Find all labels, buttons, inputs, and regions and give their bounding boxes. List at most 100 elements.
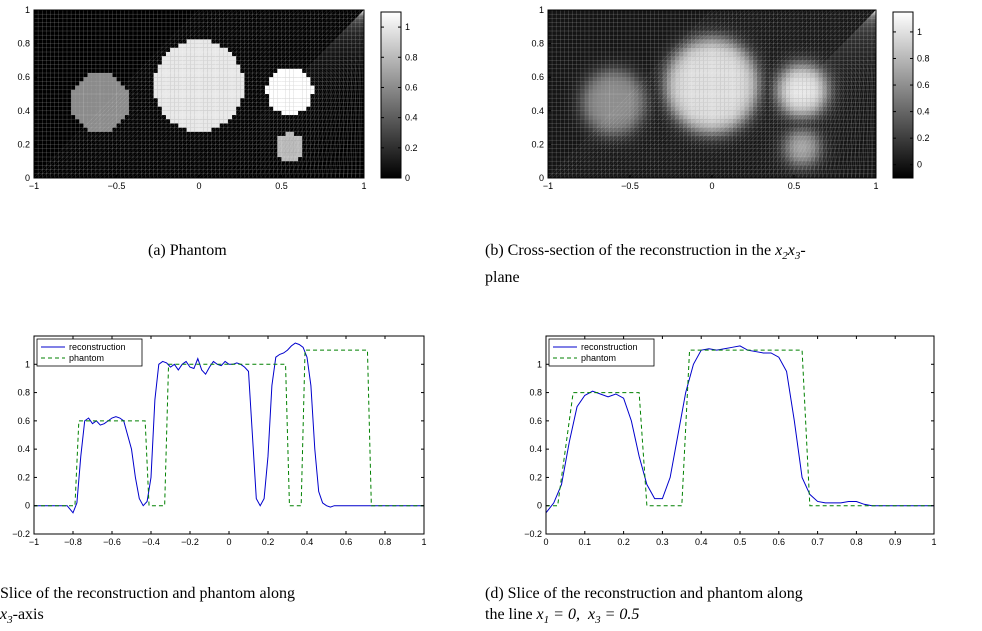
heatmap-cell: [740, 52, 745, 57]
heatmap-cell: [597, 119, 602, 124]
heatmap-cell: [687, 73, 692, 78]
heatmap-cell: [773, 94, 778, 99]
heatmap-cell: [835, 85, 840, 90]
heatmap-cell: [613, 110, 618, 115]
heatmap-cell: [285, 140, 290, 145]
heatmap-cell: [560, 123, 565, 128]
heatmap-cell: [732, 119, 737, 124]
heatmap-cell: [769, 81, 774, 86]
heatmap-cell: [843, 136, 848, 141]
heatmap-cell: [277, 144, 282, 149]
heatmap-cell: [728, 165, 733, 170]
heatmap-cell: [720, 35, 725, 40]
heatmap-cell: [199, 115, 204, 120]
heatmap-cell: [112, 81, 117, 86]
heatmap-cell: [593, 31, 598, 36]
heatmap-cell: [757, 77, 762, 82]
heatmap-cell: [568, 43, 573, 48]
heatmap-cell: [691, 85, 696, 90]
heatmap-cell: [568, 148, 573, 153]
heatmap-cell: [194, 52, 200, 57]
heatmap-cell: [556, 165, 561, 170]
heatmap-cell: [802, 161, 807, 166]
heatmap-cell: [695, 161, 700, 166]
heatmap-cell: [830, 98, 835, 103]
heatmap-cell: [658, 115, 663, 120]
heatmap-cell: [182, 47, 187, 52]
heatmap-cell: [794, 35, 799, 40]
heatmap-cell: [87, 85, 92, 90]
heatmap-cell: [601, 94, 606, 99]
heatmap-cell: [178, 89, 183, 94]
heatmap-cell: [654, 140, 659, 145]
mesh-diagonal: [58, 9, 224, 179]
heatmap-cell: [576, 144, 581, 149]
heatmap-cell: [732, 31, 737, 36]
heatmap-cell: [724, 43, 729, 48]
heatmap-cell: [728, 73, 733, 78]
heatmap-cell: [822, 60, 827, 65]
heatmap-cell: [814, 85, 819, 90]
heatmap-cell: [736, 136, 741, 141]
heatmap-cell: [777, 94, 782, 99]
heatmap-cell: [568, 136, 573, 141]
heatmap-cell: [621, 123, 626, 128]
heatmap-cell: [699, 115, 704, 120]
heatmap-cell: [757, 64, 762, 69]
heatmap-cell: [671, 98, 676, 103]
heatmap-cell: [720, 14, 725, 19]
heatmap-cell: [650, 85, 655, 90]
heatmap-cell: [748, 81, 753, 86]
heatmap-cell: [720, 173, 725, 178]
heatmap-cell: [605, 127, 610, 132]
heatmap-cell: [806, 56, 811, 61]
heatmap-cell: [835, 56, 840, 61]
heatmap-cell: [302, 102, 307, 107]
heatmap-cell: [91, 102, 96, 107]
heatmap-cell: [560, 81, 565, 86]
heatmap-cell: [642, 98, 647, 103]
heatmap-cell: [662, 56, 667, 61]
heatmap-cell: [638, 22, 643, 27]
heatmap-cell: [736, 68, 741, 73]
heatmap-cell: [798, 115, 803, 120]
heatmap-cell: [281, 102, 286, 107]
heatmap-cell: [732, 68, 737, 73]
heatmap-cell: [671, 165, 676, 170]
heatmap-cell: [609, 165, 614, 170]
heatmap-cell: [773, 60, 778, 65]
heatmap-cell: [650, 157, 655, 162]
heatmap-cell: [835, 31, 840, 36]
heatmap-cell: [847, 68, 852, 73]
heatmap-cell: [601, 123, 606, 128]
heatmap-cell: [859, 136, 864, 141]
heatmap-cell: [847, 169, 852, 174]
heatmap-cell: [572, 144, 577, 149]
heatmap-cell: [671, 89, 676, 94]
heatmap-cell: [769, 77, 774, 82]
heatmap-cell: [859, 144, 864, 149]
heatmap-cell: [798, 85, 803, 90]
heatmap-cell: [597, 73, 602, 78]
heatmap-cell: [753, 169, 758, 174]
heatmap-cell: [285, 81, 290, 86]
heatmap-cell: [289, 73, 294, 78]
heatmap-cell: [744, 123, 749, 128]
mesh-diagonal: [359, 9, 365, 179]
heatmap-cell: [748, 119, 753, 124]
heatmap-cell: [666, 165, 671, 170]
heatmap-cell: [785, 14, 790, 19]
x-tick-label: −1: [29, 537, 39, 547]
heatmap-cell: [753, 98, 758, 103]
heatmap-cell: [178, 64, 183, 69]
heatmap-cell: [765, 14, 770, 19]
heatmap-cell: [871, 22, 876, 27]
heatmap-cell: [830, 106, 835, 111]
heatmap-cell: [703, 131, 708, 136]
heatmap-cell: [675, 144, 680, 149]
heatmap-cell: [777, 131, 782, 136]
heatmap-cell: [781, 106, 786, 111]
heatmap-cell: [580, 85, 585, 90]
heatmap-cell: [662, 77, 667, 82]
